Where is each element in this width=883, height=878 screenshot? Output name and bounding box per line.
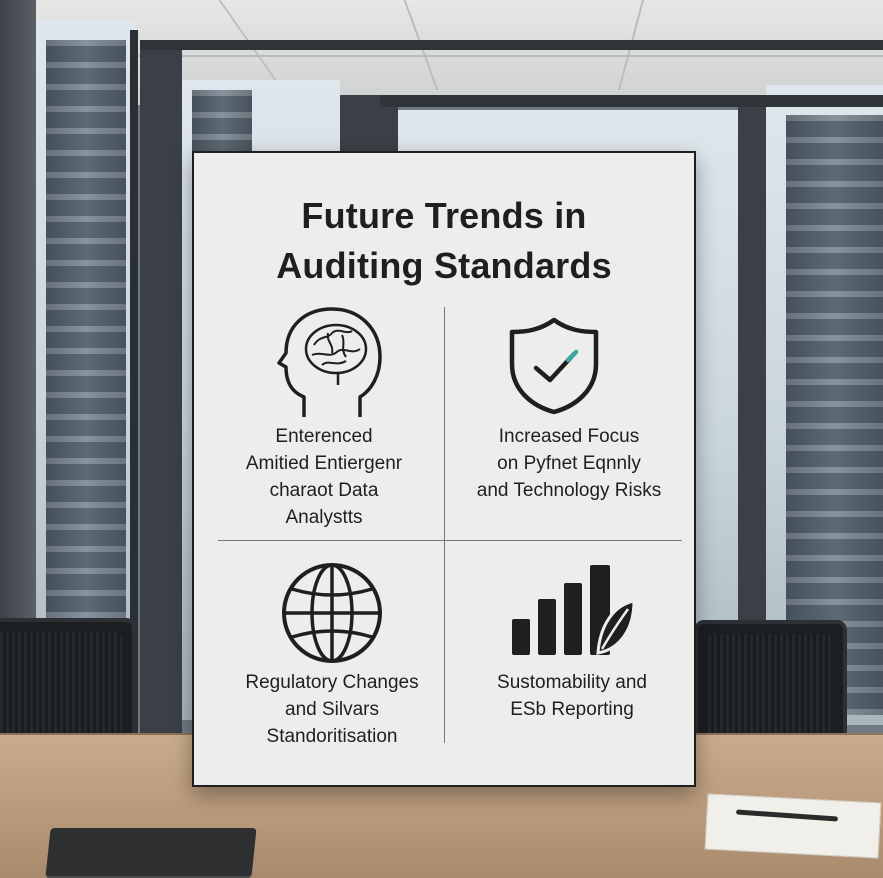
- divider-horizontal: [218, 540, 682, 541]
- bar-chart-leaf-icon: [510, 563, 636, 657]
- poster-title: Future Trends in Auditing Standards: [276, 195, 612, 286]
- poster-board: Future Trends in Auditing Standards Ente…: [192, 151, 696, 787]
- window-left: [36, 20, 136, 720]
- globe-icon: [280, 561, 384, 665]
- paper-sheet: [704, 793, 882, 859]
- quadrant-4-text: Sustomability and ESb Reporting: [497, 672, 647, 720]
- quadrant-2-text: Increased Focus on Pyfnet Eqnnly and Tec…: [476, 426, 662, 501]
- quadrant-3-text: Regulatory Changes and Silvars Standorit…: [245, 672, 419, 747]
- brain-head-icon: [276, 305, 386, 421]
- notebook: [45, 828, 257, 878]
- divider-vertical: [444, 307, 445, 743]
- shield-check-icon: [506, 316, 602, 416]
- quadrant-1-text: Enterenced Amitied Entiergenr charaot Da…: [245, 426, 403, 528]
- window-right: [766, 85, 883, 725]
